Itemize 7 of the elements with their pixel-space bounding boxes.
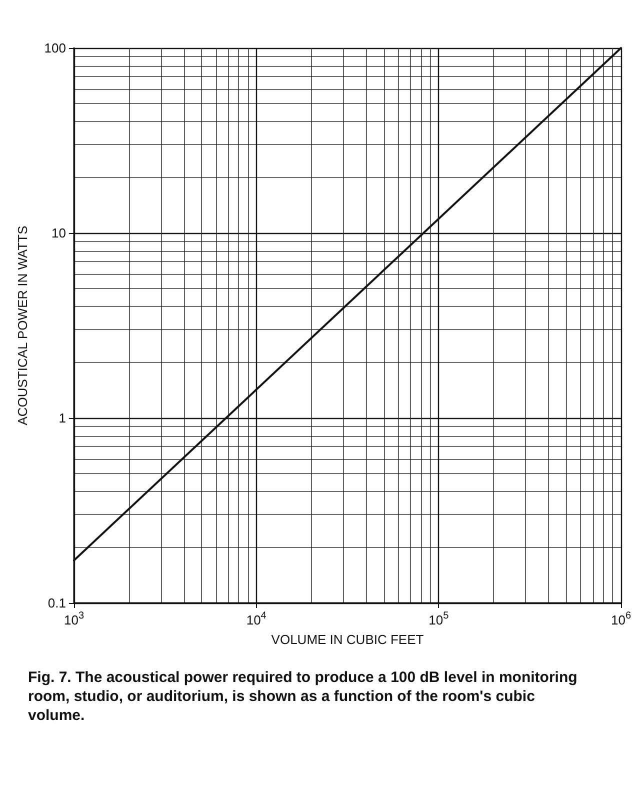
caption: Fig. 7. The acoustical power required to produce a 100 dB level in monitoring room, studio, or auditorium, is shown as a function of the room's cubic volume. [28, 669, 582, 724]
x-axis-title: VOLUME IN CUBIC FEET [271, 632, 424, 647]
y-tick-label: 100 [44, 40, 66, 56]
y-tick-label: 10 [52, 226, 66, 240]
y-tick-label: 0.1 [48, 596, 66, 610]
y-axis-title: ACOUSTICAL POWER IN WATTS [15, 225, 30, 426]
y-tick-label: 1 [58, 410, 66, 426]
